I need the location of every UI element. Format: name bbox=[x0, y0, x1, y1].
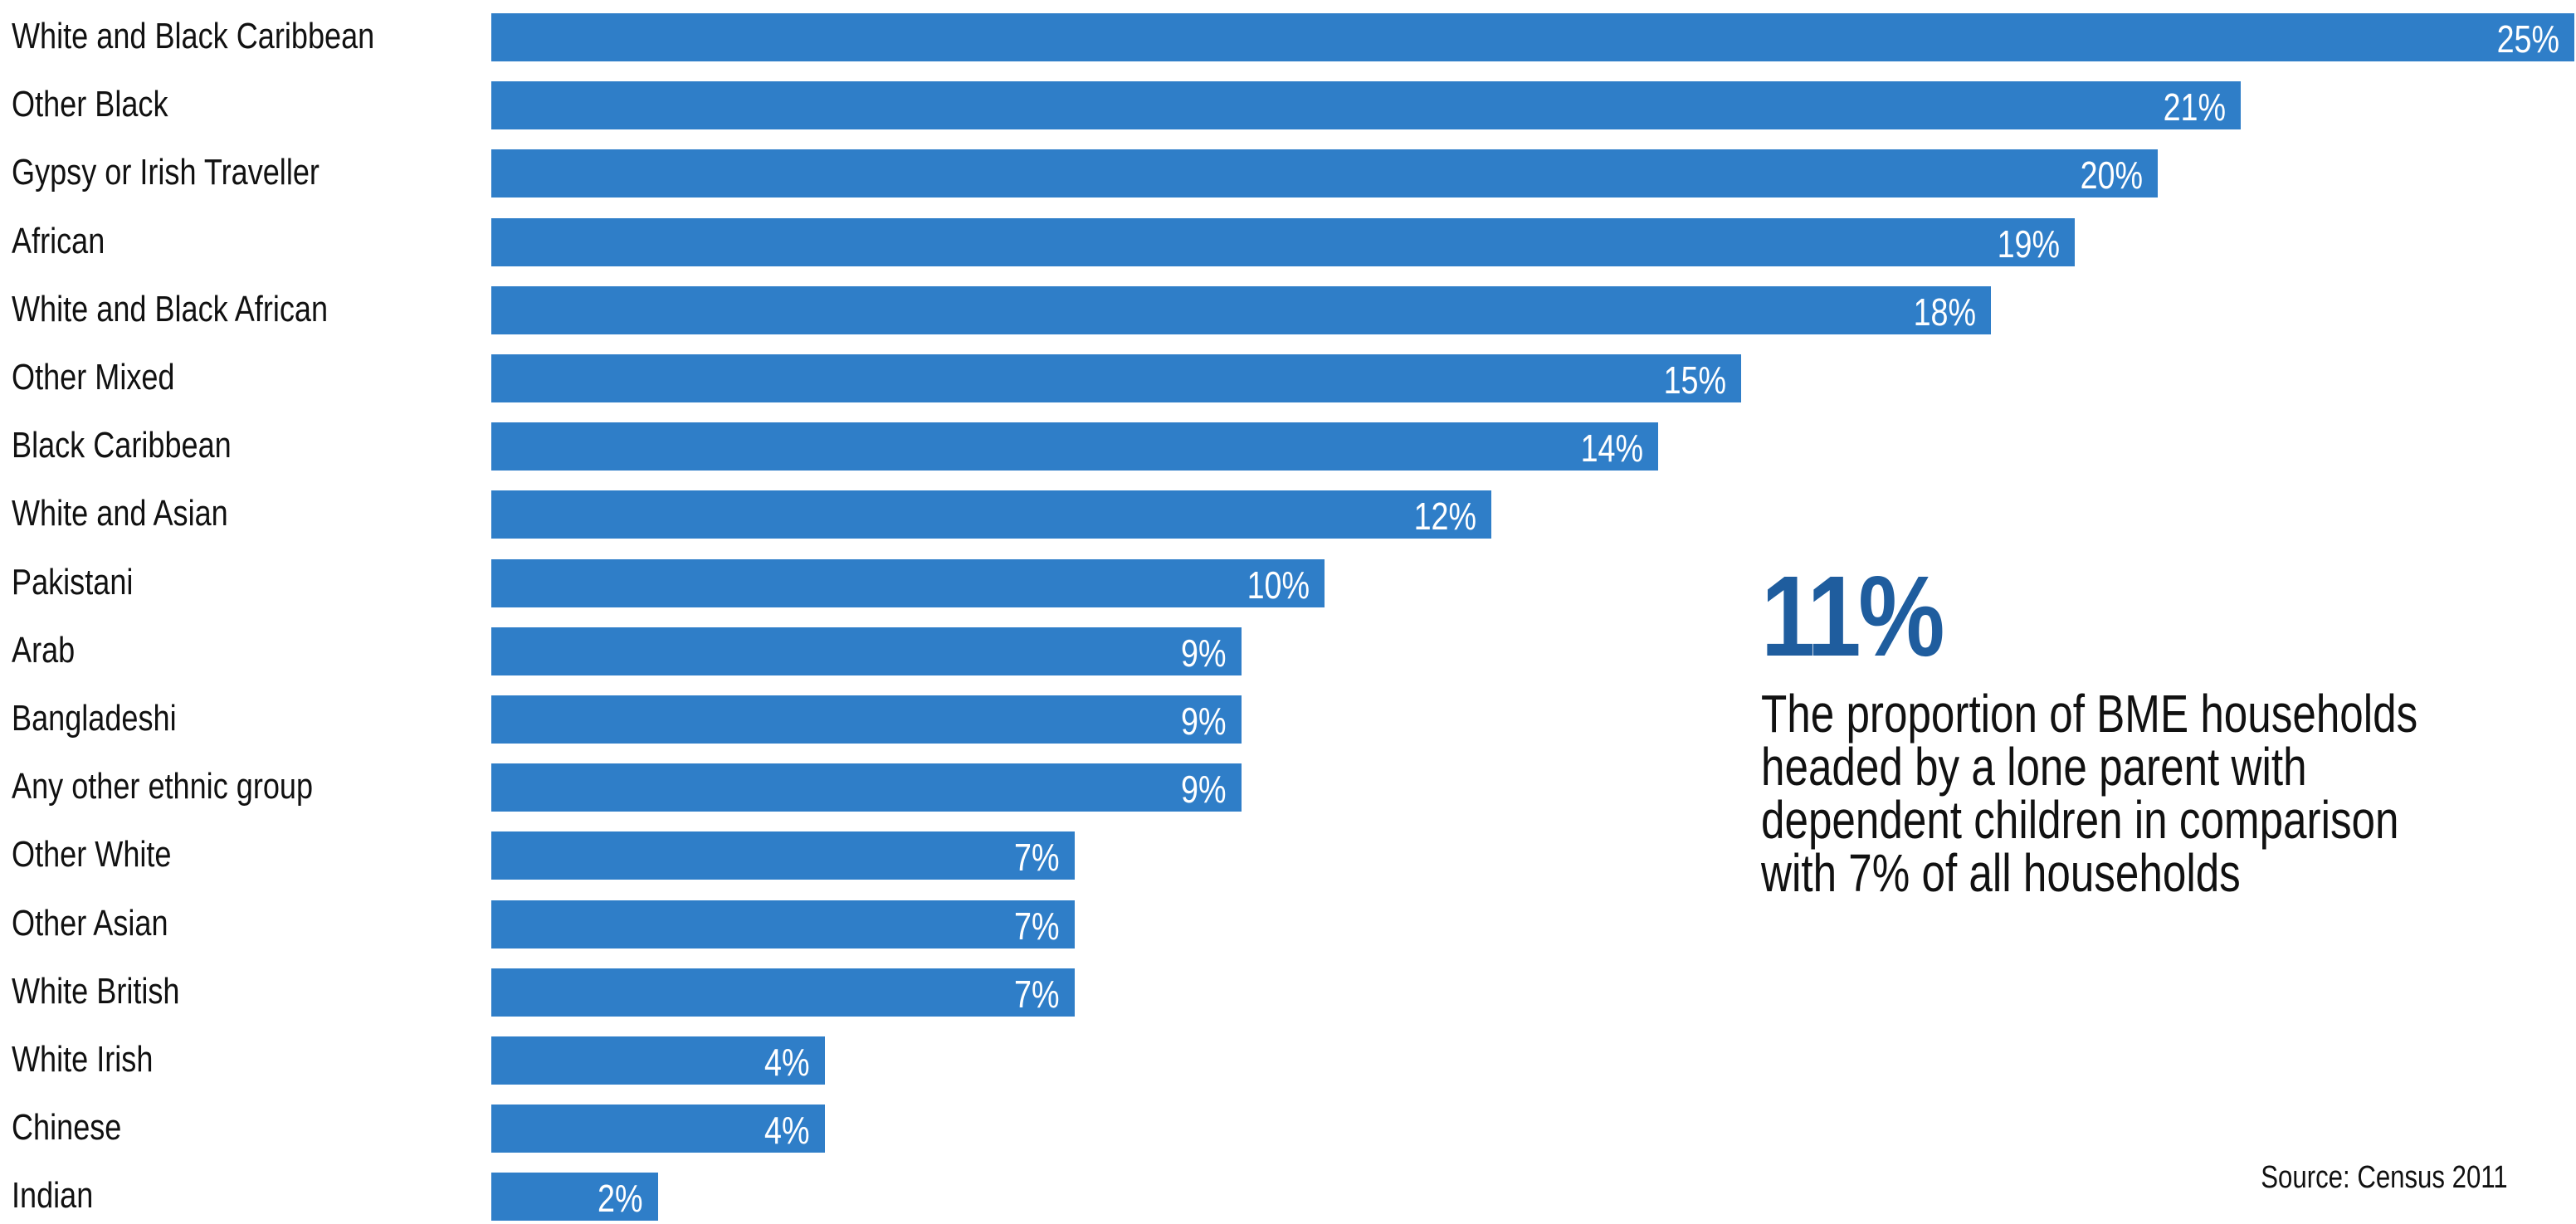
bar: 18% bbox=[491, 285, 1992, 334]
category-label: Any other ethnic group bbox=[12, 766, 314, 807]
category-label: Other Asian bbox=[12, 902, 168, 944]
bar-value-label: 7% bbox=[1014, 972, 1060, 1016]
bar-value-label: 9% bbox=[1181, 631, 1227, 675]
bar-value-label: 20% bbox=[2080, 154, 2143, 197]
highlight-number: 11% bbox=[1761, 553, 1945, 680]
bar-value-label: 7% bbox=[1014, 904, 1060, 948]
bar: 7% bbox=[491, 968, 1075, 1017]
bar-value-label: 19% bbox=[1997, 222, 2060, 266]
bar: 7% bbox=[491, 900, 1075, 948]
bar-value-label: 7% bbox=[1014, 836, 1060, 880]
bar: 9% bbox=[491, 695, 1242, 744]
bar: 12% bbox=[491, 490, 1491, 539]
bar: 21% bbox=[491, 81, 2242, 130]
category-label: African bbox=[12, 220, 105, 261]
bar-value-label: 10% bbox=[1247, 563, 1310, 607]
category-label: Chinese bbox=[12, 1107, 122, 1148]
bar-value-label: 4% bbox=[764, 1109, 810, 1153]
bar: 14% bbox=[491, 422, 1658, 471]
highlight-text: The proportion of BME households headed … bbox=[1761, 684, 2418, 903]
category-label: White and Asian bbox=[12, 493, 228, 534]
bar-value-label: 25% bbox=[2496, 17, 2559, 61]
bar: 2% bbox=[491, 1173, 658, 1222]
bar-value-label: 15% bbox=[1663, 358, 1726, 402]
category-label: White and Black Caribbean bbox=[12, 16, 375, 56]
bar-value-label: 2% bbox=[598, 1177, 643, 1221]
category-label: White Irish bbox=[12, 1039, 154, 1080]
bar-value-label: 12% bbox=[1413, 495, 1476, 539]
category-label: Other Mixed bbox=[12, 357, 175, 397]
category-label: White and Black African bbox=[12, 288, 329, 329]
bar: 9% bbox=[491, 627, 1242, 675]
highlight-callout: 11% The proportion of BME households hea… bbox=[1761, 554, 2508, 900]
category-label: Indian bbox=[12, 1175, 94, 1217]
bar: 25% bbox=[491, 13, 2574, 61]
bar: 9% bbox=[491, 763, 1242, 812]
bar: 15% bbox=[491, 354, 1741, 402]
bar: 7% bbox=[491, 831, 1075, 880]
bar: 10% bbox=[491, 558, 1325, 607]
category-label: Other Black bbox=[12, 84, 168, 125]
bar-value-label: 9% bbox=[1181, 768, 1227, 812]
bar: 4% bbox=[491, 1105, 825, 1153]
category-label: Bangladeshi bbox=[12, 698, 177, 739]
bar-value-label: 18% bbox=[1913, 290, 1977, 334]
category-label: Other White bbox=[12, 834, 172, 875]
source-note: Source: Census 2011 bbox=[2261, 1160, 2508, 1195]
bar-value-label: 9% bbox=[1181, 700, 1227, 743]
bar: 4% bbox=[491, 1036, 825, 1085]
bar: 19% bbox=[491, 217, 2075, 266]
category-label: Gypsy or Irish Traveller bbox=[12, 152, 320, 193]
category-label: Pakistani bbox=[12, 561, 134, 602]
category-label: Arab bbox=[12, 629, 76, 671]
bar: 20% bbox=[491, 149, 2158, 198]
bar-value-label: 21% bbox=[2163, 85, 2227, 129]
category-label: Black Caribbean bbox=[12, 425, 232, 466]
category-label: White British bbox=[12, 970, 180, 1012]
bar-value-label: 4% bbox=[764, 1041, 810, 1084]
bar-value-label: 14% bbox=[1580, 427, 1643, 471]
